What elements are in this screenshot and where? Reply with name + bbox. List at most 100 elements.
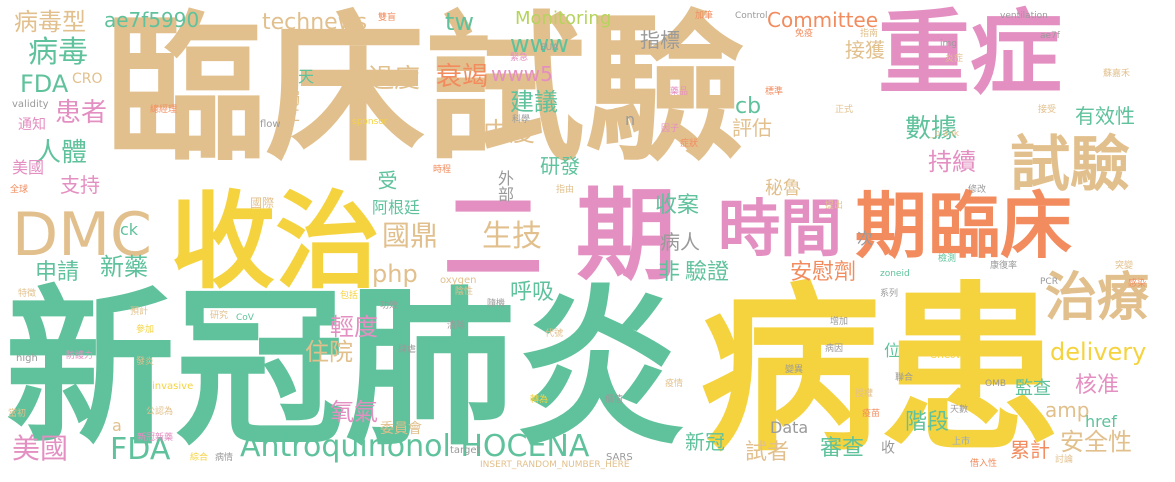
word: PCR [1040, 277, 1058, 287]
word: 新冠肺炎 [5, 271, 686, 469]
word: 美國 [12, 432, 69, 465]
word: 疫情 [665, 379, 684, 389]
word: ventilation [1000, 11, 1048, 21]
word: 肆虐 [398, 345, 417, 355]
word: oxygen [440, 275, 477, 286]
word: technews [262, 10, 368, 35]
word: 代號 [545, 329, 564, 339]
word: 通知 [18, 117, 46, 133]
word: 加筆 [695, 11, 714, 21]
word: 新藥 [100, 253, 148, 281]
word: 收案 [655, 193, 700, 218]
word: 期 [576, 177, 676, 294]
word: 衰竭 [436, 62, 489, 92]
word: 科學 [512, 115, 531, 125]
word: delivery [1050, 338, 1147, 366]
word: 授權 [855, 389, 874, 399]
word: 特徵 [18, 289, 37, 299]
word: 獨立 [281, 90, 300, 122]
word: validity [12, 99, 49, 110]
word: 變異 [785, 365, 804, 375]
word: 接受 [1038, 105, 1057, 115]
word: Control [735, 11, 768, 21]
word: SARS [606, 452, 633, 463]
word: 標準 [765, 87, 784, 97]
word: CRO [72, 71, 103, 87]
word: 美國 [12, 158, 45, 177]
word: 輕度 [330, 313, 378, 341]
word: 國鼎 [382, 219, 439, 252]
word: 持續 [928, 148, 976, 176]
word: 數據 [905, 114, 958, 144]
word: 症狀 [680, 139, 699, 149]
word: 天 [295, 68, 314, 84]
word: 支持 [60, 173, 100, 197]
word: 委員會 [380, 421, 422, 437]
word: 阿根廷 [372, 198, 421, 217]
word: 臨床試驗 [105, 0, 746, 183]
word: 新冠新藥 [137, 433, 174, 443]
word: 收治 [170, 181, 381, 303]
word: 系列 [880, 289, 899, 299]
word: 修改 [968, 185, 987, 195]
word: flow [260, 119, 281, 130]
word: 外部 [495, 170, 514, 202]
word: 聯合 [895, 373, 914, 383]
word: Antroquinonol HOCENA [240, 429, 590, 464]
word: 監查 [1015, 378, 1051, 399]
word: ae7f [1040, 31, 1060, 41]
word: n [625, 110, 636, 129]
word: 突變 [1115, 261, 1134, 271]
word: 臨床 [928, 184, 1073, 268]
word: 借入性 [970, 459, 998, 469]
word: 次 [854, 230, 873, 246]
word: 全球 [10, 185, 29, 195]
word: target [450, 445, 481, 456]
word: a [112, 416, 122, 435]
word: 累計 [1010, 438, 1050, 462]
word: 時間 [718, 192, 843, 265]
word: 核准 [1075, 373, 1120, 398]
word: 中度 [483, 118, 536, 148]
word: 疫苗 [862, 409, 881, 419]
word: www [510, 30, 569, 58]
word: 病毒型 [14, 8, 86, 36]
word: tw [445, 8, 475, 36]
word: 病情 [215, 453, 234, 463]
word: 天數 [950, 405, 969, 415]
word: 患者 [55, 98, 108, 128]
word: 非 [658, 260, 681, 285]
word: 緊急 [510, 53, 529, 63]
word: 病毒 [28, 35, 88, 70]
word: 陰性 [455, 287, 474, 297]
word: 指南 [860, 29, 879, 39]
word: 公認為 [146, 407, 174, 417]
word: 治療 [1045, 268, 1150, 328]
word: 申請 [35, 260, 80, 285]
word: 新冠 [685, 430, 725, 454]
word: php [372, 260, 418, 288]
word: 住院 [305, 338, 353, 366]
word: 收 [879, 440, 895, 454]
word: 指由 [556, 185, 575, 195]
word: 發炎 [136, 357, 155, 367]
word: FDA [20, 70, 69, 98]
word: OMB [985, 379, 1007, 389]
word: invasive [152, 381, 194, 392]
word: sponsor [352, 117, 388, 127]
word: 預計 [130, 307, 149, 317]
word: Committee [767, 8, 879, 32]
word: 增加 [830, 317, 849, 327]
word: 提出 [825, 201, 844, 211]
word: 病人 [660, 230, 700, 254]
word: 上市 [952, 437, 971, 447]
word: 安全性 [1060, 428, 1132, 456]
word: CoV [236, 313, 254, 323]
word: 研究 [210, 311, 229, 321]
word: 國際 [250, 196, 275, 210]
word: www5 [491, 62, 553, 86]
word: ae7f5990 [104, 8, 200, 32]
word: 有效性 [1075, 104, 1135, 128]
word: 二 [443, 179, 543, 296]
word: 參加 [136, 325, 155, 335]
